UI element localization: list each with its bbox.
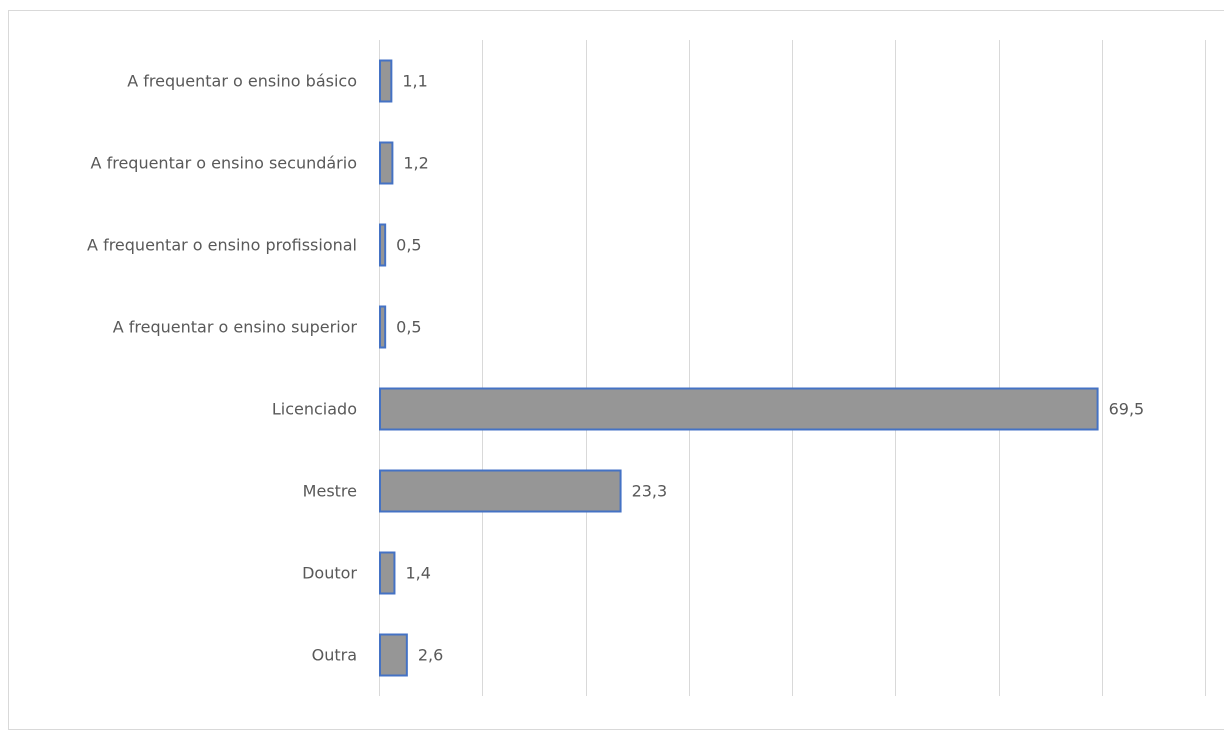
data-label-4: 69,5 bbox=[1109, 400, 1145, 419]
bar-2 bbox=[379, 223, 387, 267]
bar-7 bbox=[379, 633, 408, 677]
category-label-0: A frequentar o ensino básico bbox=[127, 72, 357, 91]
data-label-2: 0,5 bbox=[396, 236, 421, 255]
gridlines bbox=[379, 40, 1206, 696]
bar-4 bbox=[379, 387, 1099, 431]
bar-5 bbox=[379, 469, 622, 513]
bar-0 bbox=[379, 59, 393, 103]
data-label-3: 0,5 bbox=[396, 318, 421, 337]
bar-1 bbox=[379, 141, 394, 185]
category-label-4: Licenciado bbox=[272, 400, 357, 419]
data-label-6: 1,4 bbox=[405, 564, 430, 583]
category-label-3: A frequentar o ensino superior bbox=[113, 318, 358, 337]
category-label-7: Outra bbox=[312, 646, 357, 665]
category-labels: A frequentar o ensino básico A frequentar… bbox=[87, 72, 357, 665]
category-label-2: A frequentar o ensino profissional bbox=[87, 236, 357, 255]
bar-3 bbox=[379, 305, 387, 349]
data-label-7: 2,6 bbox=[418, 646, 443, 665]
data-label-1: 1,2 bbox=[403, 154, 428, 173]
data-labels: 1,1 1,2 0,5 0,5 69,5 23,3 1,4 2,6 bbox=[396, 72, 1144, 665]
data-label-5: 23,3 bbox=[632, 482, 668, 501]
bar-6 bbox=[379, 551, 396, 595]
category-label-6: Doutor bbox=[302, 564, 357, 583]
chart-frame bbox=[8, 10, 1224, 730]
category-label-5: Mestre bbox=[303, 482, 357, 501]
data-label-0: 1,1 bbox=[402, 72, 427, 91]
category-label-1: A frequentar o ensino secundário bbox=[91, 154, 357, 173]
bars bbox=[379, 59, 1099, 677]
